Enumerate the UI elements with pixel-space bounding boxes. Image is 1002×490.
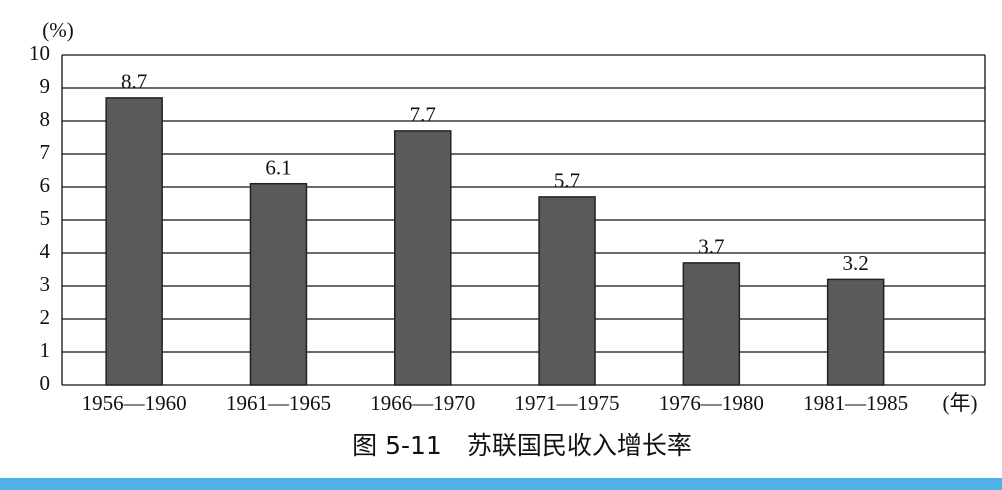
x-tick-label: 1956—1960 xyxy=(82,391,187,415)
y-tick-label: 9 xyxy=(40,74,51,98)
y-tick-label: 0 xyxy=(40,371,51,395)
bar xyxy=(394,130,452,386)
y-tick-label: 6 xyxy=(40,173,51,197)
y-tick-label: 7 xyxy=(40,140,51,164)
y-tick-label: 2 xyxy=(40,305,51,329)
y-tick-label: 1 xyxy=(40,338,51,362)
x-tick-label: 1976—1980 xyxy=(659,391,764,415)
x-tick-label: 1961—1965 xyxy=(226,391,331,415)
bar xyxy=(538,196,596,386)
y-tick-label: 3 xyxy=(40,272,51,296)
x-axis-unit: (年) xyxy=(943,391,978,415)
y-tick-label: 10 xyxy=(29,41,50,65)
bottom-stripe xyxy=(0,478,1002,490)
data-label: 6.1 xyxy=(265,156,291,180)
bar xyxy=(105,97,163,386)
bar xyxy=(249,182,308,386)
x-tick-label: 1971—1975 xyxy=(515,391,620,415)
y-tick-label: 4 xyxy=(40,239,51,263)
data-label: 5.7 xyxy=(554,169,580,193)
chart-title: 图 5-11 苏联国民收入增长率 xyxy=(352,431,692,460)
x-tick-label: 1981—1985 xyxy=(803,391,908,415)
data-label: 7.7 xyxy=(410,103,436,127)
data-label: 8.7 xyxy=(121,70,147,94)
y-axis-label: (%) xyxy=(42,18,73,42)
y-tick-label: 8 xyxy=(40,107,51,131)
y-tick-label: 5 xyxy=(40,206,51,230)
data-label: 3.2 xyxy=(843,251,869,275)
bar xyxy=(682,262,741,386)
data-label: 3.7 xyxy=(698,235,724,259)
bar xyxy=(826,278,885,386)
x-tick-label: 1966—1970 xyxy=(370,391,475,415)
